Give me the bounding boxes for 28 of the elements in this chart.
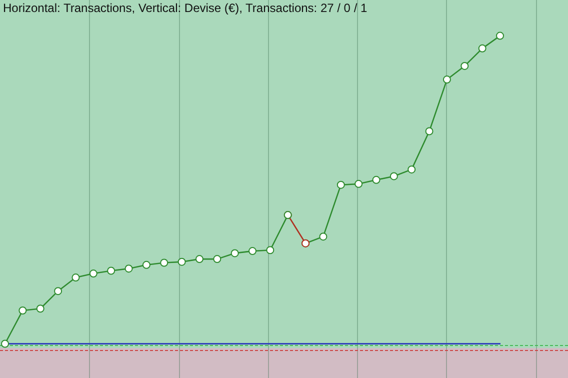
- point: [372, 176, 380, 184]
- point: [72, 274, 80, 282]
- point: [266, 246, 274, 254]
- point: [460, 62, 469, 70]
- point: [54, 287, 62, 296]
- point: [390, 172, 398, 180]
- chart-title: Horizontal: Transactions, Vertical: Devise (€), Transactions: 27 / 0 / 1: [3, 1, 368, 15]
- point: [213, 255, 222, 264]
- point: [1, 340, 9, 348]
- point: [36, 304, 44, 313]
- point: [124, 264, 133, 273]
- point: [178, 258, 186, 266]
- point: [142, 260, 150, 269]
- point: [248, 247, 256, 256]
- point: [408, 165, 416, 174]
- point: [160, 258, 168, 267]
- point: [18, 306, 27, 314]
- point: [89, 270, 98, 278]
- point: [496, 32, 504, 40]
- point: [478, 44, 486, 52]
- point: [195, 255, 204, 264]
- point: [107, 266, 116, 275]
- point: [336, 180, 345, 189]
- point: [442, 76, 451, 84]
- point: [425, 127, 434, 136]
- point: [230, 249, 239, 258]
- point: [354, 180, 363, 188]
- point: [319, 232, 328, 241]
